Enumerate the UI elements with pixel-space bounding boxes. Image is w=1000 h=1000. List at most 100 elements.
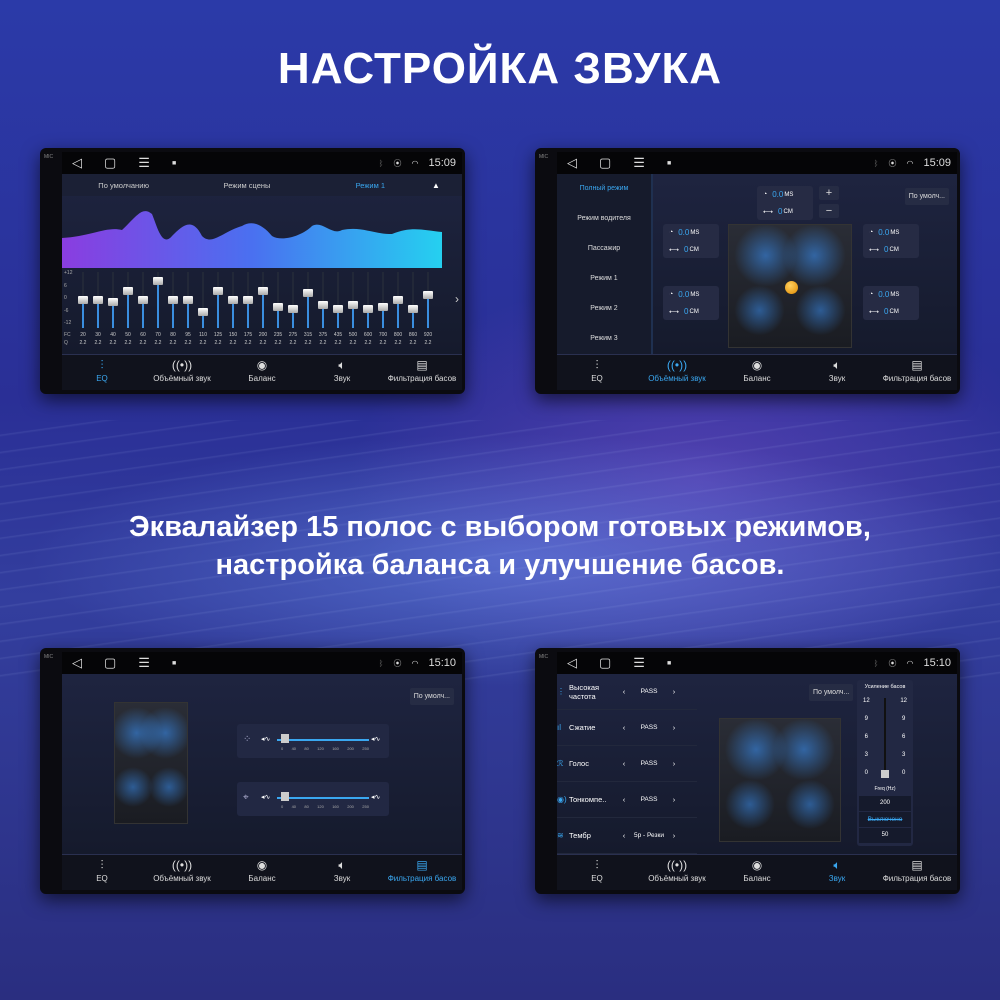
delay-value[interactable]: 0.0 bbox=[878, 290, 890, 299]
back-icon[interactable]: ◁ bbox=[567, 155, 577, 170]
back-icon[interactable]: ◁ bbox=[72, 155, 82, 170]
mode-item-2[interactable]: Пассажир bbox=[587, 245, 621, 252]
decrease-button[interactable]: − bbox=[819, 204, 839, 218]
eq-slider-knob[interactable] bbox=[213, 286, 223, 295]
slider-knob[interactable] bbox=[281, 792, 289, 801]
menu-icon[interactable]: ☰ bbox=[138, 155, 150, 170]
tab-2[interactable]: ◉ Баланс bbox=[717, 855, 797, 890]
default-button[interactable]: По умолч... bbox=[409, 688, 454, 705]
delay-value[interactable]: 0.0 bbox=[678, 290, 690, 299]
back-icon[interactable]: ◁ bbox=[567, 655, 577, 670]
distance-value[interactable]: 0 bbox=[884, 307, 889, 316]
tab-0[interactable]: ⫶ EQ bbox=[62, 355, 142, 390]
next-arrow[interactable]: › bbox=[672, 831, 676, 840]
home-icon[interactable]: ▢ bbox=[599, 155, 612, 170]
next-arrow[interactable]: › bbox=[672, 759, 676, 768]
tab-4[interactable]: ▤ Фильтрация басов bbox=[382, 855, 462, 890]
prev-arrow[interactable]: ‹ bbox=[622, 687, 626, 696]
eq-slider-17[interactable] bbox=[337, 272, 339, 328]
eq-slider-knob[interactable] bbox=[333, 305, 343, 314]
home-icon[interactable]: ▢ bbox=[104, 155, 117, 170]
eq-slider-13[interactable] bbox=[277, 272, 279, 328]
tab-1[interactable]: ((•)) Объёмный звук bbox=[637, 355, 717, 390]
freq-option-2[interactable]: 50 bbox=[859, 828, 911, 843]
eq-slider-knob[interactable] bbox=[93, 296, 103, 304]
eq-slider-knob[interactable] bbox=[393, 296, 403, 304]
eq-slider-knob[interactable] bbox=[138, 296, 148, 304]
menu-icon[interactable]: ☰ bbox=[633, 155, 645, 170]
collapse-icon[interactable]: ▲ bbox=[431, 180, 440, 190]
increase-button[interactable]: + bbox=[819, 186, 839, 200]
tab-1[interactable]: ((•)) Объёмный звук bbox=[142, 855, 222, 890]
tab-3[interactable]: 🔈︎ Звук bbox=[797, 855, 877, 890]
delay-value[interactable]: 0.0 bbox=[878, 228, 890, 237]
eq-slider-18[interactable] bbox=[352, 272, 354, 328]
home-icon[interactable]: ▢ bbox=[104, 655, 117, 670]
next-bands-icon[interactable]: › bbox=[455, 292, 459, 306]
eq-slider-knob[interactable] bbox=[423, 291, 433, 300]
back-icon[interactable]: ◁ bbox=[72, 655, 82, 670]
prev-arrow[interactable]: ‹ bbox=[622, 723, 626, 732]
eq-slider-knob[interactable] bbox=[108, 298, 118, 307]
eq-slider-knob[interactable] bbox=[258, 286, 268, 295]
bass-slider-track[interactable] bbox=[884, 698, 886, 778]
eq-slider-knob[interactable] bbox=[168, 296, 178, 304]
eq-slider-knob[interactable] bbox=[153, 277, 163, 286]
menu-icon[interactable]: ☰ bbox=[138, 655, 150, 670]
tab-3[interactable]: 🔈︎ Звук bbox=[302, 355, 382, 390]
default-button[interactable]: По умолч... bbox=[809, 684, 854, 701]
menu-icon[interactable]: ☰ bbox=[633, 655, 645, 670]
eq-slider-22[interactable] bbox=[412, 272, 414, 328]
freq-option-0[interactable]: 200 bbox=[859, 796, 911, 811]
next-arrow[interactable]: › bbox=[672, 687, 676, 696]
eq-slider-14[interactable] bbox=[292, 272, 294, 328]
mode-item-0[interactable]: Полный режим bbox=[579, 185, 629, 192]
prev-arrow[interactable]: ‹ bbox=[622, 759, 626, 768]
preset-0[interactable]: По умолчанию bbox=[98, 180, 150, 190]
default-button[interactable]: По умолч... bbox=[904, 188, 949, 205]
tab-4[interactable]: ▤ Фильтрация басов bbox=[877, 355, 957, 390]
distance-value[interactable]: 0 bbox=[684, 245, 689, 254]
delay-value[interactable]: 0.0 bbox=[772, 190, 784, 199]
eq-slider-20[interactable] bbox=[382, 272, 384, 328]
distance-value[interactable]: 0 bbox=[884, 245, 889, 254]
preset-2[interactable]: Режим 1 bbox=[355, 180, 386, 190]
delay-value[interactable]: 0.0 bbox=[678, 228, 690, 237]
eq-slider-knob[interactable] bbox=[318, 300, 328, 309]
eq-slider-knob[interactable] bbox=[273, 303, 283, 311]
home-icon[interactable]: ▢ bbox=[599, 655, 612, 670]
mode-item-1[interactable]: Режим водителя bbox=[577, 215, 631, 222]
eq-slider-knob[interactable] bbox=[243, 296, 253, 304]
tab-0[interactable]: ⫶ EQ bbox=[557, 355, 637, 390]
mode-item-4[interactable]: Режим 2 bbox=[590, 305, 618, 312]
eq-slider-knob[interactable] bbox=[123, 286, 133, 295]
prev-arrow[interactable]: ‹ bbox=[622, 831, 626, 840]
eq-slider-knob[interactable] bbox=[183, 296, 193, 304]
tab-0[interactable]: ⫶ EQ bbox=[62, 855, 142, 890]
tab-1[interactable]: ((•)) Объёмный звук bbox=[142, 355, 222, 390]
preset-1[interactable]: Режим сцены bbox=[223, 180, 271, 190]
eq-slider-knob[interactable] bbox=[303, 289, 313, 297]
tab-3[interactable]: 🔈︎ Звук bbox=[302, 855, 382, 890]
mode-item-5[interactable]: Режим 3 bbox=[590, 335, 618, 342]
eq-slider-16[interactable] bbox=[322, 272, 324, 328]
tab-0[interactable]: ⫶ EQ bbox=[557, 855, 637, 890]
eq-slider-knob[interactable] bbox=[198, 307, 208, 316]
eq-slider-knob[interactable] bbox=[78, 296, 88, 304]
eq-slider-knob[interactable] bbox=[228, 296, 238, 304]
tab-2[interactable]: ◉ Баланс bbox=[222, 855, 302, 890]
tab-1[interactable]: ((•)) Объёмный звук bbox=[637, 855, 717, 890]
eq-slider-knob[interactable] bbox=[363, 305, 373, 314]
next-arrow[interactable]: › bbox=[672, 795, 676, 804]
eq-slider-knob[interactable] bbox=[288, 305, 298, 314]
prev-arrow[interactable]: ‹ bbox=[622, 795, 626, 804]
eq-slider-knob[interactable] bbox=[348, 300, 358, 309]
next-arrow[interactable]: › bbox=[672, 723, 676, 732]
eq-slider-knob[interactable] bbox=[378, 303, 388, 311]
tab-3[interactable]: 🔈︎ Звук bbox=[797, 355, 877, 390]
tab-2[interactable]: ◉ Баланс bbox=[717, 355, 797, 390]
distance-value[interactable]: 0 bbox=[778, 207, 783, 216]
freq-option-1[interactable]: Выключено bbox=[859, 812, 911, 827]
tab-4[interactable]: ▤ Фильтрация басов bbox=[382, 355, 462, 390]
listener-position-dot[interactable] bbox=[785, 281, 798, 294]
